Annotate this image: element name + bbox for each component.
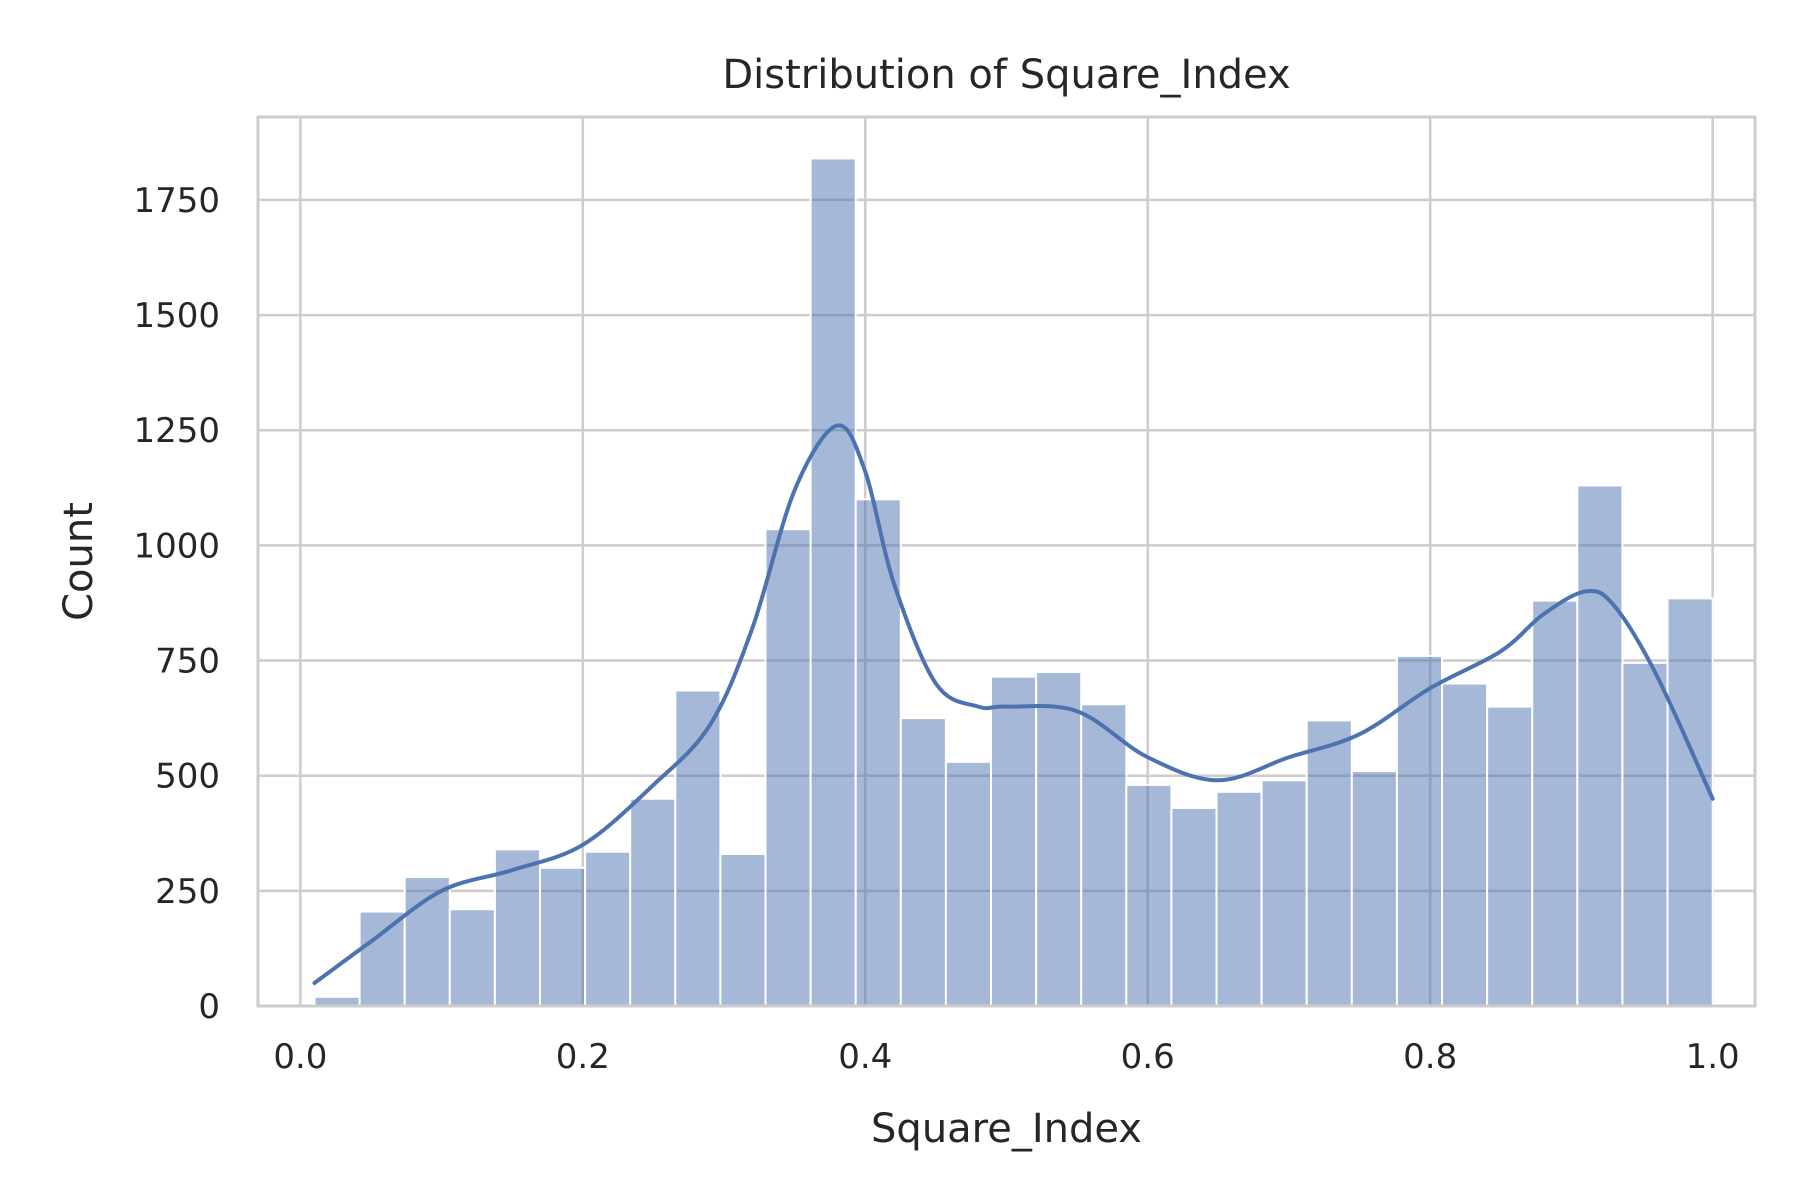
histogram-bar [1666,597,1714,1007]
histogram-bar [809,157,857,1008]
x-tick-label: 0.6 [1121,1037,1175,1077]
y-tick-label: 500 [155,757,220,797]
histogram-bar [1395,654,1444,1008]
histogram-bar [1080,703,1128,1007]
x-tick-label: 0.2 [556,1037,610,1077]
histogram-bar [1305,719,1353,1007]
y-tick-label: 1250 [133,411,220,451]
histogram-bar [403,876,451,1007]
x-tick-label: 1.0 [1686,1037,1740,1077]
x-tick-label: 0.4 [838,1037,892,1077]
histogram-bar [1621,661,1669,1007]
histogram-bar [764,528,812,1007]
histogram-bar [854,498,902,1007]
plot-frame [256,115,1757,1008]
histogram-bar [1441,682,1489,1007]
histogram-bars [313,157,1714,1008]
histogram-bar [1035,671,1083,1007]
x-tick-label: 0.8 [1403,1037,1457,1077]
histogram-bar [1576,484,1624,1007]
histogram-bar [899,717,947,1007]
y-tick-labels: 0 250 500 750 1000 1250 1500 1750 [133,181,220,1027]
histogram-bar [358,910,406,1007]
y-tick-label: 1500 [133,296,220,336]
y-tick-label: 250 [155,872,220,912]
histogram-bar [1260,779,1308,1008]
gridlines [258,117,1755,1008]
histogram-bar [493,848,541,1008]
y-tick-label: 1000 [133,526,220,566]
histogram-bar [990,675,1038,1008]
histogram-bar [538,866,587,1007]
histogram-bar [448,908,496,1007]
histogram-bar [1350,770,1398,1007]
histogram-bar [1215,790,1263,1007]
histogram-bar [944,760,993,1008]
histogram-bar [584,850,632,1007]
y-axis-label: Count [56,502,102,621]
y-tick-label: 0 [198,987,220,1027]
x-tick-labels: 0.0 0.2 0.4 0.6 0.8 1.0 [273,1037,1739,1077]
histogram-bar [674,689,722,1008]
histogram-bar [719,852,767,1007]
histogram-bar [1170,806,1218,1007]
x-axis-label: Square_Index [871,1106,1142,1152]
histogram-bar [1531,599,1579,1007]
kde-curve [312,423,1715,985]
x-tick-label: 0.0 [273,1037,327,1077]
histogram-bar [1125,783,1173,1007]
histogram-bar [629,797,677,1007]
y-tick-label: 1750 [133,181,220,221]
y-tick-label: 750 [155,642,220,682]
histogram-bar [1486,705,1534,1007]
chart-title: Distribution of Square_Index [722,52,1290,98]
